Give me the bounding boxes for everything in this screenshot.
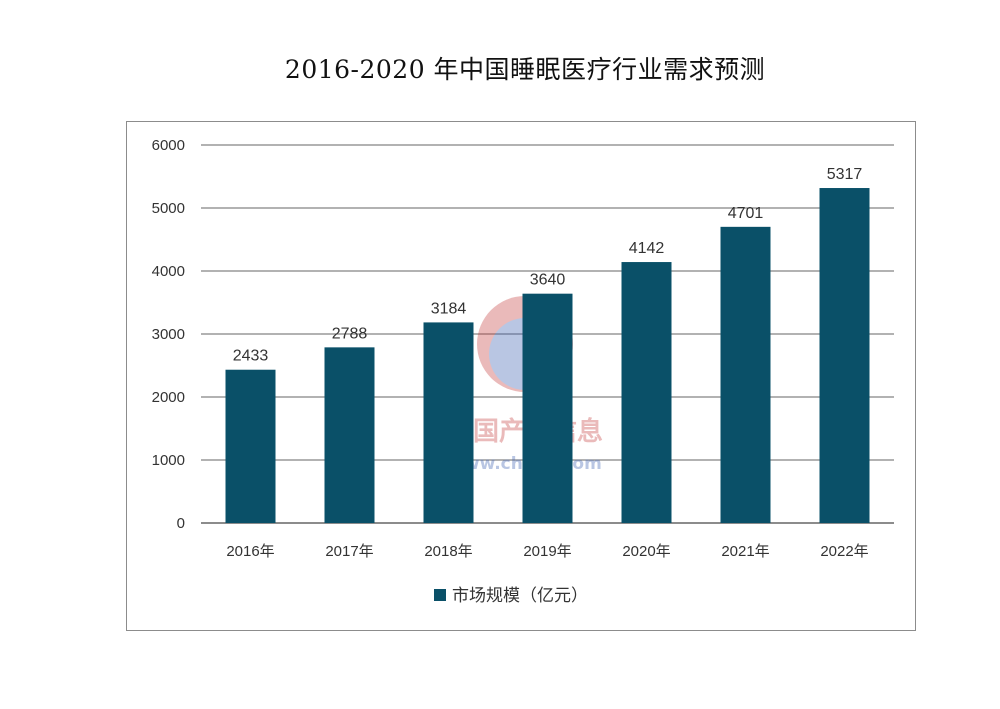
legend-label: 市场规模（亿元）: [452, 586, 588, 606]
bar-chart: 中国产业信息 www.chyxx.com 0100020003000400050…: [152, 137, 894, 606]
legend: 市场规模（亿元）: [434, 586, 588, 606]
data-label: 4142: [629, 240, 665, 257]
x-axis-tick-labels: 2016年 2017年 2018年 2019年 2020年 2021年 2022年: [226, 543, 868, 560]
y-tick-label: 0: [177, 515, 185, 532]
bar: [720, 226, 771, 523]
y-tick-label: 3000: [152, 326, 185, 343]
x-tick-label: 2018年: [424, 543, 472, 560]
y-tick-label: 2000: [152, 389, 185, 406]
y-axis-tick-labels: 0 1000 2000 3000 4000 5000 6000: [152, 137, 185, 532]
bar: [819, 188, 870, 523]
x-tick-label: 2020年: [622, 543, 670, 560]
x-tick-label: 2022年: [820, 543, 868, 560]
x-tick-label: 2017年: [325, 543, 373, 560]
x-tick-label: 2016年: [226, 543, 274, 560]
y-tick-label: 6000: [152, 137, 185, 154]
bar: [324, 347, 375, 523]
x-tick-label: 2019年: [523, 543, 571, 560]
y-tick-label: 1000: [152, 452, 185, 469]
gridlines: [201, 144, 894, 524]
bar: [225, 369, 276, 523]
data-label: 3184: [431, 300, 467, 317]
y-tick-label: 5000: [152, 200, 185, 217]
page-title: 2016-2020 年中国睡眠医疗行业需求预测: [284, 55, 766, 84]
data-label: 3640: [530, 272, 566, 289]
data-label: 4701: [728, 205, 764, 222]
data-label: 2433: [233, 348, 269, 365]
data-label: 5317: [827, 166, 863, 183]
x-tick-label: 2021年: [721, 543, 769, 560]
data-label: 2788: [332, 325, 368, 342]
legend-swatch: [434, 589, 446, 601]
chart-frame: 中国产业信息 www.chyxx.com 0100020003000400050…: [126, 121, 916, 631]
y-tick-label: 4000: [152, 263, 185, 280]
bars: [225, 188, 870, 523]
bar: [423, 322, 474, 523]
bar: [621, 262, 672, 523]
data-labels: 2433 2788 3184 3640 4142 4701 5317: [233, 166, 863, 365]
bar: [522, 293, 573, 523]
